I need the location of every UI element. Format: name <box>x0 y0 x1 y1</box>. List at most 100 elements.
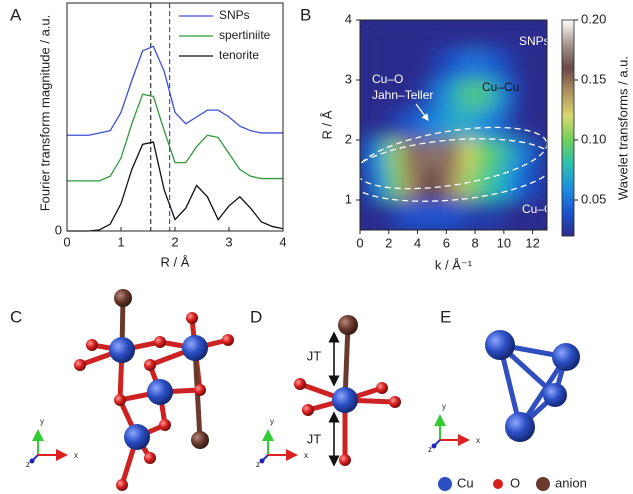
x-tick-label: 12 <box>525 235 539 250</box>
heatmap-cell <box>460 140 475 171</box>
colorbar-tick-label: 0.15 <box>581 71 606 86</box>
heatmap-cell <box>489 50 504 81</box>
heatmap-cell <box>388 140 403 171</box>
colorbar-tick-label: 0.10 <box>581 131 606 146</box>
heatmap-cell <box>431 170 446 201</box>
heatmap-cell <box>475 20 490 51</box>
colorbar-label: Wavelet transforms / a.u. <box>615 56 630 200</box>
annotation: JT <box>307 431 322 446</box>
heatmap-cell <box>388 20 403 51</box>
axis-letter: y <box>40 417 44 426</box>
heatmap-cell <box>431 200 446 231</box>
heatmap-cell <box>417 140 432 171</box>
x-tick-label: 8 <box>471 235 478 250</box>
heatmap-cell <box>460 110 475 141</box>
colorbar-tick-label: 0.05 <box>581 191 606 206</box>
x-tick-label: 2 <box>171 234 178 249</box>
legend-swatch <box>493 479 503 489</box>
annotation: JT <box>307 348 322 363</box>
heatmap-cell <box>460 170 475 201</box>
heatmap-cell <box>503 50 518 81</box>
axis-letter: x <box>74 451 78 460</box>
legend-swatch <box>438 477 452 491</box>
heatmap-cell <box>374 200 389 231</box>
heatmap-cell <box>460 200 475 231</box>
x-tick-label: 10 <box>497 235 511 250</box>
heatmap-cell <box>475 140 490 171</box>
x-tick-label: 6 <box>443 235 450 250</box>
heatmap-cell <box>360 200 375 231</box>
annotation: Cu–Cu <box>482 80 519 94</box>
heatmap-cell <box>360 110 375 141</box>
heatmap-cell <box>503 110 518 141</box>
y-axis-label: R / Å <box>319 110 334 139</box>
legend-label: spertiniite <box>219 28 271 42</box>
heatmap-cell <box>403 50 418 81</box>
structure-e <box>485 330 580 442</box>
heatmap-cell <box>503 170 518 201</box>
heatmap-cell <box>532 50 547 81</box>
heatmap-cell <box>374 20 389 51</box>
heatmap-cell <box>431 140 446 171</box>
heatmap-cell <box>417 110 432 141</box>
x-axis-label: k / Å⁻¹ <box>435 257 473 272</box>
heatmap-cell <box>532 110 547 141</box>
heatmap-cell <box>460 20 475 51</box>
axis-letter: z <box>256 460 260 469</box>
colorbar-tick-label: 0.20 <box>581 11 606 26</box>
axis-letter: y <box>442 402 446 411</box>
heatmap-cell <box>489 200 504 231</box>
heatmap-cell <box>532 170 547 201</box>
heatmap-cell <box>518 50 533 81</box>
heatmap-cell <box>475 50 490 81</box>
annotation: Cu–O <box>372 72 403 86</box>
heatmap-cell <box>417 200 432 231</box>
x-axis-label: R / Å <box>161 254 190 269</box>
axis-letter: y <box>270 417 274 426</box>
x-tick-label: 4 <box>279 234 286 249</box>
heatmap-cell <box>403 170 418 201</box>
y-axis-label: Fourier transform magnitude / a.u. <box>37 15 52 212</box>
heatmap-cell <box>417 170 432 201</box>
heatmap-cell <box>446 140 461 171</box>
y-tick-label: 1 <box>345 191 352 206</box>
heatmap-cell <box>446 200 461 231</box>
x-tick-label: 2 <box>385 235 392 250</box>
heatmap-cell <box>446 80 461 111</box>
x-tick-label: 4 <box>414 235 421 250</box>
panel-label: E <box>440 307 451 326</box>
heatmap-cell <box>475 200 490 231</box>
x-tick-label: 3 <box>225 234 232 249</box>
y-tick-label: 3 <box>345 71 352 86</box>
legend-label: Cu <box>457 475 474 490</box>
annotation: Cu–O <box>522 202 553 216</box>
heatmap-cell <box>518 110 533 141</box>
legend-label: SNPs <box>219 8 250 22</box>
x-tick-label: 1 <box>117 234 124 249</box>
axis-origin <box>432 444 437 449</box>
annotation: Jahn–Teller <box>372 88 433 102</box>
legend-label: tenorite <box>219 48 259 62</box>
heatmap-cell <box>374 110 389 141</box>
heatmap-cell <box>503 200 518 231</box>
heatmap-cell <box>446 170 461 201</box>
heatmap-cell <box>403 140 418 171</box>
heatmap-cell <box>503 20 518 51</box>
y-tick-label: 4 <box>345 11 352 26</box>
colorbar <box>562 20 574 236</box>
heatmap-cell <box>388 170 403 201</box>
panel-label: C <box>10 307 22 326</box>
heatmap-cell <box>431 50 446 81</box>
figure: ASNPsspertiniitetenorite012340R / ÅFouri… <box>0 0 633 494</box>
heatmap-cell <box>417 20 432 51</box>
heatmap-cell <box>446 50 461 81</box>
heatmap-cell <box>403 110 418 141</box>
axis-letter: z <box>428 445 432 454</box>
panel-label: B <box>300 5 311 24</box>
heatmap-cell <box>431 110 446 141</box>
heatmap-cell <box>431 80 446 111</box>
x-tick-label: 0 <box>356 235 363 250</box>
heatmap-cell <box>403 20 418 51</box>
y-tick-label: 2 <box>345 131 352 146</box>
structure-c <box>74 289 234 491</box>
